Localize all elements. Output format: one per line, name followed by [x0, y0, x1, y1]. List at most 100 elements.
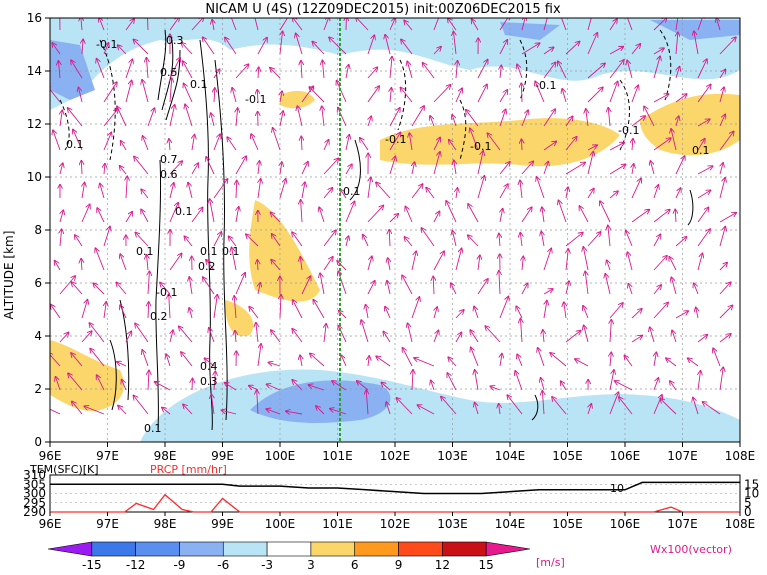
wind-vector — [293, 18, 303, 31]
wind-vector — [456, 61, 457, 79]
wind-vector — [236, 181, 237, 199]
wind-vector — [454, 160, 456, 175]
wind-vector — [455, 332, 461, 343]
wind-vector — [271, 260, 281, 271]
wind-vector — [103, 43, 108, 55]
wind-vector — [566, 281, 569, 295]
colorbar-swatch — [354, 541, 399, 557]
wind-vector — [301, 162, 308, 175]
wind-vector — [405, 207, 413, 223]
wind-vector — [653, 234, 660, 247]
wind-vector — [583, 247, 589, 271]
colorbar-swatch — [266, 541, 312, 557]
wind-vector — [147, 255, 148, 271]
wind-vector — [558, 200, 567, 223]
wind-vector — [213, 69, 220, 79]
wind-vector — [339, 311, 347, 319]
wind-vector — [697, 85, 711, 103]
wind-vector — [125, 81, 132, 103]
wind-vector — [319, 207, 325, 223]
wind-vector — [376, 356, 391, 367]
wind-vector — [323, 188, 332, 199]
wind-vector — [455, 310, 464, 319]
wind-vector — [97, 208, 105, 223]
wind-vector — [653, 256, 667, 271]
wind-vector — [653, 18, 667, 31]
wind-vector — [191, 163, 198, 175]
lower-x-tick-label: 106E — [610, 517, 641, 531]
wind-vector — [361, 320, 369, 343]
wind-vector — [653, 94, 668, 103]
wind-vector — [653, 185, 658, 199]
wind-vector — [600, 201, 611, 223]
lower-x-tick-label: 98E — [154, 517, 177, 531]
wind-vector — [120, 254, 127, 271]
wind-vector — [631, 210, 649, 223]
wind-vector — [367, 256, 372, 271]
wind-vector — [257, 344, 261, 367]
wind-vector — [97, 375, 105, 391]
x-tick-label: 100E — [265, 449, 296, 463]
wind-vector — [280, 162, 282, 175]
lower-x-tick-label: 99E — [211, 517, 234, 531]
colorbar-label: 15 — [479, 558, 494, 572]
wind-vector — [541, 232, 544, 247]
lower-right-label: PRCP [mm/hr] — [150, 463, 227, 476]
wind-vector — [323, 257, 333, 271]
wind-vector — [587, 33, 597, 55]
wind-vector — [273, 128, 281, 151]
wind-vector — [478, 255, 480, 271]
wind-vector — [293, 300, 303, 319]
wind-vector — [148, 302, 149, 319]
wind-vector — [448, 18, 457, 31]
wind-vector — [133, 395, 149, 415]
wind-vector — [135, 323, 149, 343]
wind-vector — [125, 19, 134, 31]
wind-vector — [587, 189, 594, 199]
wind-vector — [72, 401, 83, 415]
wind-vector — [500, 66, 501, 79]
wind-vector — [235, 64, 248, 79]
wind-vector — [71, 353, 83, 367]
contour-label: -0.1 — [96, 38, 117, 51]
wind-vector — [155, 382, 171, 391]
wind-vector — [703, 402, 721, 415]
wind-vector — [232, 248, 237, 271]
wind-vector — [322, 106, 324, 127]
shading-pos-1 — [50, 340, 124, 412]
wind-vector — [675, 67, 680, 79]
wind-vector — [433, 85, 450, 103]
y-tick-group: 0 2 4 6 8 10 12 14 16 — [27, 11, 50, 449]
wind-vector — [671, 277, 677, 295]
wind-vectors — [50, 18, 737, 415]
wind-vector — [404, 21, 413, 31]
wind-vector — [169, 203, 178, 223]
wind-vector — [610, 320, 611, 343]
colorbar-swatch — [442, 541, 487, 557]
y-tick-label: 4 — [34, 329, 42, 343]
wind-vector — [713, 348, 721, 367]
wind-vector — [68, 108, 83, 127]
wind-vector — [235, 273, 245, 295]
wind-vector — [53, 130, 61, 151]
wind-vector — [475, 370, 479, 391]
wind-vector — [517, 64, 523, 79]
lower-panel: TEM(SFC)[K] PRCP [mm/hr] 10 310305300295… — [23, 463, 759, 531]
contour-label: 0.4 — [200, 360, 218, 373]
wind-vector — [258, 67, 259, 79]
wind-vector — [71, 60, 83, 79]
wind-vector — [357, 381, 369, 391]
wind-vector — [719, 37, 736, 55]
wind-vector — [125, 331, 131, 343]
wind-vector — [206, 157, 215, 175]
x-tick-label: 96E — [39, 449, 62, 463]
contour-label: 0.1 — [136, 245, 154, 258]
colorbar-label: 6 — [351, 558, 359, 572]
wind-vector — [213, 134, 220, 151]
wind-vector — [185, 104, 193, 127]
wind-vector — [257, 260, 258, 271]
lower-right-tick: 10 — [744, 487, 759, 501]
wind-vector — [675, 156, 685, 175]
wind-vector — [280, 295, 281, 319]
